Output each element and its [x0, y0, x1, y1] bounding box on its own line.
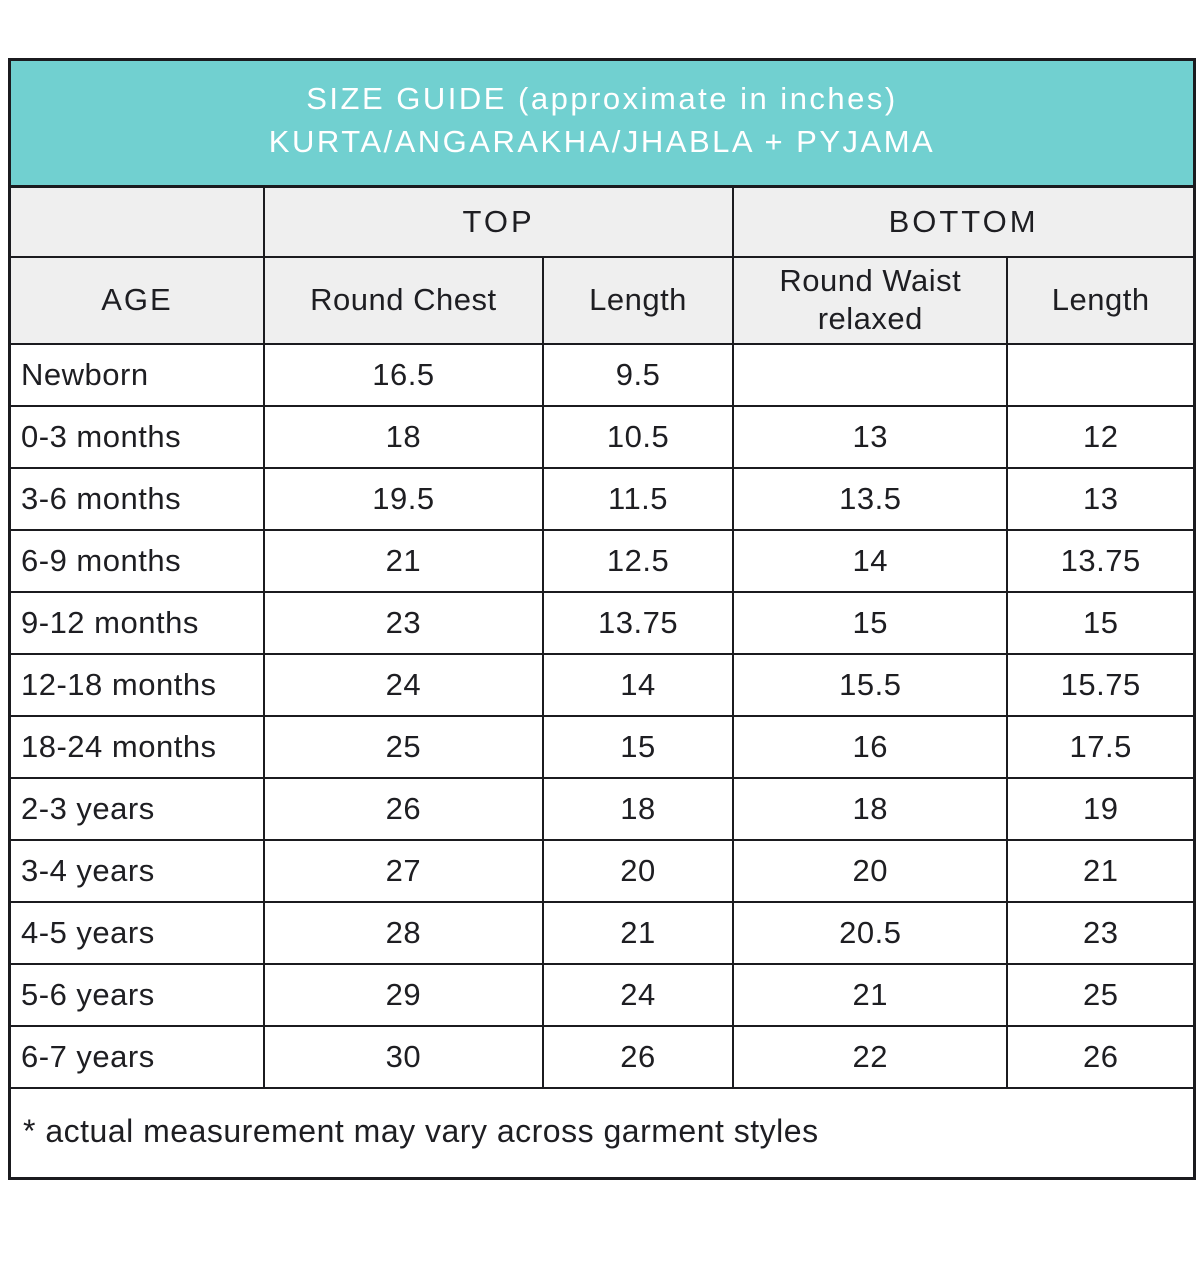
value-cell: 26	[541, 1025, 735, 1089]
table-row: 6-9 months 21 12.5 14 13.75	[10, 529, 1194, 594]
group-header-bottom: BOTTOM	[732, 186, 1194, 258]
table-row: 6-7 years 30 26 22 26	[10, 1025, 1194, 1089]
table-row: 4-5 years 28 21 20.5 23	[10, 901, 1194, 966]
value-cell	[732, 343, 1009, 408]
column-header-age: AGE	[10, 255, 265, 346]
value-cell: 15	[732, 591, 1009, 656]
value-cell	[1006, 343, 1194, 408]
table-row: 5-6 years 29 24 21 25	[10, 963, 1194, 1028]
age-cell: 9-12 months	[10, 591, 265, 656]
column-header-bottom-length: Length	[1006, 255, 1194, 346]
size-table-body: Newborn 16.5 9.5 0-3 months 18 10.5 13 12 3-6 mo…	[10, 343, 1194, 1089]
age-cell: 6-7 years	[10, 1025, 265, 1089]
value-cell: 13.5	[732, 467, 1009, 532]
table-row: Newborn 16.5 9.5	[10, 343, 1194, 408]
value-cell: 9.5	[541, 343, 735, 408]
value-cell: 23	[262, 591, 544, 656]
value-cell: 29	[262, 963, 544, 1028]
value-cell: 19	[1006, 777, 1194, 842]
value-cell: 13.75	[1006, 529, 1194, 594]
age-cell: 6-9 months	[10, 529, 265, 594]
value-cell: 25	[1006, 963, 1194, 1028]
value-cell: 21	[262, 529, 544, 594]
value-cell: 16.5	[262, 343, 544, 408]
value-cell: 26	[1006, 1025, 1194, 1089]
table-row: 9-12 months 23 13.75 15 15	[10, 591, 1194, 656]
age-cell: 18-24 months	[10, 715, 265, 780]
table-row: 3-4 years 27 20 20 21	[10, 839, 1194, 904]
age-cell: 3-6 months	[10, 467, 265, 532]
footnote: * actual measurement may vary across gar…	[11, 1087, 1193, 1178]
value-cell: 22	[732, 1025, 1009, 1089]
value-cell: 13	[1006, 467, 1194, 532]
value-cell: 30	[262, 1025, 544, 1089]
value-cell: 21	[1006, 839, 1194, 904]
value-cell: 25	[262, 715, 544, 780]
value-cell: 15.75	[1006, 653, 1194, 718]
value-cell: 28	[262, 901, 544, 966]
table-row: 0-3 months 18 10.5 13 12	[10, 405, 1194, 470]
age-cell: 5-6 years	[10, 963, 265, 1028]
size-guide-banner: SIZE GUIDE (approximate in inches) KURTA…	[11, 61, 1193, 188]
group-header-row: TOP BOTTOM	[10, 186, 1194, 258]
value-cell: 27	[262, 839, 544, 904]
value-cell: 17.5	[1006, 715, 1194, 780]
size-guide-table: TOP BOTTOM AGE Round Chest Length Round …	[10, 186, 1194, 1089]
value-cell: 19.5	[262, 467, 544, 532]
value-cell: 20.5	[732, 901, 1009, 966]
value-cell: 13.75	[541, 591, 735, 656]
value-cell: 23	[1006, 901, 1194, 966]
value-cell: 12.5	[541, 529, 735, 594]
value-cell: 26	[262, 777, 544, 842]
value-cell: 15	[1006, 591, 1194, 656]
age-cell: 3-4 years	[10, 839, 265, 904]
value-cell: 21	[732, 963, 1009, 1028]
value-cell: 20	[732, 839, 1009, 904]
column-header-row: AGE Round Chest Length Round Waist relax…	[10, 255, 1194, 346]
value-cell: 16	[732, 715, 1009, 780]
age-cell: 12-18 months	[10, 653, 265, 718]
value-cell: 13	[732, 405, 1009, 470]
age-cell: 4-5 years	[10, 901, 265, 966]
group-header-empty-cell	[10, 186, 265, 258]
value-cell: 12	[1006, 405, 1194, 470]
column-header-top-length: Length	[541, 255, 735, 346]
banner-title-line2: KURTA/ANGARAKHA/JHABLA + PYJAMA	[268, 123, 936, 159]
value-cell: 18	[732, 777, 1009, 842]
value-cell: 24	[262, 653, 544, 718]
value-cell: 24	[541, 963, 735, 1028]
value-cell: 15	[541, 715, 735, 780]
group-header-top: TOP	[262, 186, 735, 258]
value-cell: 15.5	[732, 653, 1009, 718]
banner-title-line1: SIZE GUIDE (approximate in inches)	[306, 81, 898, 116]
value-cell: 20	[541, 839, 735, 904]
column-header-round-chest: Round Chest	[262, 255, 544, 346]
value-cell: 21	[541, 901, 735, 966]
age-cell: 0-3 months	[10, 405, 265, 470]
value-cell: 18	[262, 405, 544, 470]
table-row: 2-3 years 26 18 18 19	[10, 777, 1194, 842]
age-cell: Newborn	[10, 343, 265, 408]
table-row: 18-24 months 25 15 16 17.5	[10, 715, 1194, 780]
value-cell: 14	[732, 529, 1009, 594]
table-row: 12-18 months 24 14 15.5 15.75	[10, 653, 1194, 718]
table-row: 3-6 months 19.5 11.5 13.5 13	[10, 467, 1194, 532]
size-guide-card: SIZE GUIDE (approximate in inches) KURTA…	[8, 58, 1196, 1181]
value-cell: 10.5	[541, 405, 735, 470]
value-cell: 18	[541, 777, 735, 842]
column-header-round-waist: Round Waist relaxed	[732, 255, 1009, 346]
age-cell: 2-3 years	[10, 777, 265, 842]
value-cell: 14	[541, 653, 735, 718]
value-cell: 11.5	[541, 467, 735, 532]
